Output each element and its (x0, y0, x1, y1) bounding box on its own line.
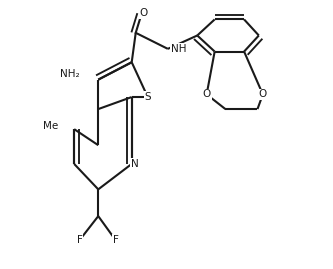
Text: F: F (113, 235, 119, 245)
Text: NH₂: NH₂ (60, 69, 80, 79)
Text: F: F (77, 235, 83, 245)
Text: NH: NH (170, 44, 186, 54)
Text: S: S (145, 92, 151, 102)
Text: O: O (259, 89, 267, 99)
Text: N: N (131, 159, 138, 169)
Text: O: O (140, 8, 148, 18)
Text: O: O (202, 89, 211, 99)
Text: Me: Me (43, 122, 58, 132)
